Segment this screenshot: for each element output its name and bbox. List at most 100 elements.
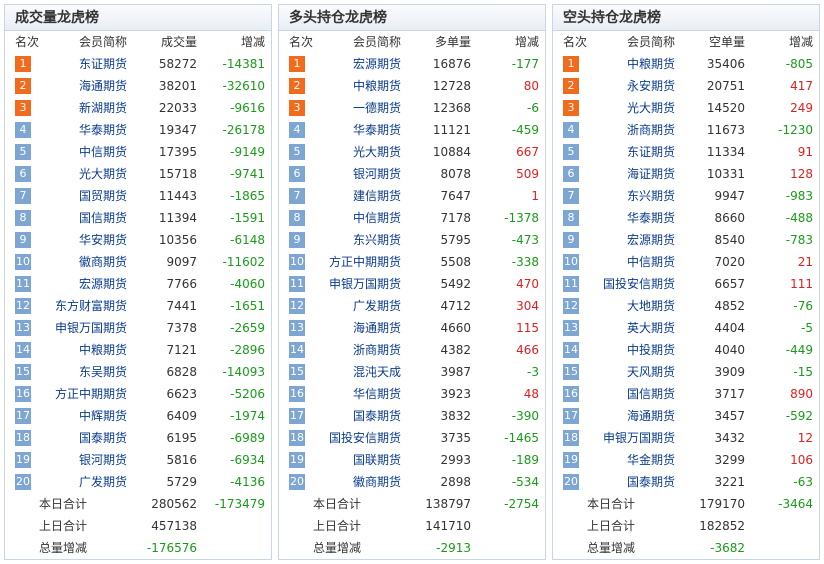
member-name-link[interactable]: 银河期货 <box>78 453 127 467</box>
member-name-link[interactable]: 宏源期货 <box>626 233 675 247</box>
change-value: -1591 <box>230 211 265 225</box>
member-name-link[interactable]: 光大期货 <box>352 145 401 159</box>
panel-volume-ranking: 成交量龙虎榜 名次 会员简称 成交量 增减 1 东证期货 58272 -14381 2 海通期货 38… <box>4 4 272 560</box>
member-name-link[interactable]: 海通期货 <box>78 79 127 93</box>
member-name-link[interactable]: 宏源期货 <box>78 277 127 291</box>
member-name-link[interactable]: 国泰期货 <box>78 431 127 445</box>
member-name-link[interactable]: 华安期货 <box>78 233 127 247</box>
table-row: 13 申银万国期货 7378 -2659 <box>5 317 271 339</box>
member-name-link[interactable]: 华泰期货 <box>352 123 401 137</box>
today-total-value: 179170 <box>699 497 745 511</box>
member-name-link[interactable]: 东兴期货 <box>626 189 675 203</box>
header-member: 会员简称 <box>626 35 675 49</box>
header-member: 会员简称 <box>78 35 127 49</box>
change-value: 115 <box>516 321 539 335</box>
member-name-link[interactable]: 宏源期货 <box>352 57 401 71</box>
volume-value: 2898 <box>440 475 471 489</box>
member-name-link[interactable]: 建信期货 <box>352 189 401 203</box>
member-name-link[interactable]: 华信期货 <box>352 387 401 401</box>
member-name-link[interactable]: 华泰期货 <box>626 211 675 225</box>
rank-badge: 10 <box>15 254 31 270</box>
member-name-link[interactable]: 英大期货 <box>626 321 675 335</box>
member-name-link[interactable]: 浙商期货 <box>352 343 401 357</box>
member-name-link[interactable]: 徽商期货 <box>352 475 401 489</box>
member-name-link[interactable]: 永安期货 <box>626 79 675 93</box>
table-row: 2 中粮期货 12728 80 <box>279 75 545 97</box>
change-value: -3 <box>527 365 539 379</box>
table-row: 20 国泰期货 3221 -63 <box>553 471 819 493</box>
member-name-link[interactable]: 中粮期货 <box>352 79 401 93</box>
member-name-link[interactable]: 海通期货 <box>626 409 675 423</box>
rank-badge: 1 <box>15 56 31 72</box>
rank-badge: 5 <box>289 144 305 160</box>
member-name-link[interactable]: 银河期货 <box>352 167 401 181</box>
member-name-link[interactable]: 申银万国期货 <box>54 321 127 335</box>
total-change-value: -176576 <box>146 541 197 555</box>
member-name-link[interactable]: 中辉期货 <box>78 409 127 423</box>
table-row: 9 宏源期货 8540 -783 <box>553 229 819 251</box>
table-row: 15 东吴期货 6828 -14093 <box>5 361 271 383</box>
change-value: -983 <box>785 189 813 203</box>
member-name-link[interactable]: 国泰期货 <box>352 409 401 423</box>
rank-badge: 2 <box>563 78 579 94</box>
table-row: 6 银河期货 8078 509 <box>279 163 545 185</box>
member-name-link[interactable]: 混沌天成 <box>352 365 401 379</box>
member-name-link[interactable]: 徽商期货 <box>78 255 127 269</box>
member-name-link[interactable]: 国信期货 <box>78 211 127 225</box>
member-name-link[interactable]: 天风期货 <box>626 365 675 379</box>
member-name-link[interactable]: 国泰期货 <box>626 475 675 489</box>
member-name-link[interactable]: 东吴期货 <box>78 365 127 379</box>
today-total-row: 本日合计 179170 -3464 <box>553 493 819 515</box>
table-row: 3 光大期货 14520 249 <box>553 97 819 119</box>
member-name-link[interactable]: 中粮期货 <box>626 57 675 71</box>
rank-badge: 8 <box>289 210 305 226</box>
change-value: -2659 <box>230 321 265 335</box>
member-name-link[interactable]: 广发期货 <box>78 475 127 489</box>
member-name-link[interactable]: 申银万国期货 <box>328 277 401 291</box>
yesterday-total-row: 上日合计 457138 <box>5 515 271 537</box>
table-row: 11 国投安信期货 6657 111 <box>553 273 819 295</box>
rank-badge: 15 <box>563 364 579 380</box>
member-name-link[interactable]: 新湖期货 <box>78 101 127 115</box>
member-name-link[interactable]: 方正中期期货 <box>328 255 401 269</box>
member-name-link[interactable]: 东兴期货 <box>352 233 401 247</box>
member-name-link[interactable]: 华金期货 <box>626 453 675 467</box>
volume-value: 3457 <box>714 409 745 423</box>
table-row: 1 中粮期货 35406 -805 <box>553 53 819 75</box>
member-name-link[interactable]: 东证期货 <box>626 145 675 159</box>
volume-value: 10356 <box>158 233 197 247</box>
member-name-link[interactable]: 国投安信期货 <box>602 277 675 291</box>
member-name-link[interactable]: 中信期货 <box>626 255 675 269</box>
table-row: 20 广发期货 5729 -4136 <box>5 471 271 493</box>
change-value: 667 <box>516 145 539 159</box>
member-name-link[interactable]: 国投安信期货 <box>328 431 401 445</box>
member-name-link[interactable]: 国联期货 <box>352 453 401 467</box>
rank-badge: 9 <box>563 232 579 248</box>
table-row: 8 国信期货 11394 -1591 <box>5 207 271 229</box>
member-name-link[interactable]: 中粮期货 <box>78 343 127 357</box>
panel-long-position-ranking: 多头持仓龙虎榜 名次 会员简称 多单量 增减 1 宏源期货 16876 -177 2 中粮期货 127… <box>278 4 546 560</box>
member-name-link[interactable]: 中投期货 <box>626 343 675 357</box>
member-name-link[interactable]: 光大期货 <box>78 167 127 181</box>
member-name-link[interactable]: 中信期货 <box>352 211 401 225</box>
change-value: -9616 <box>230 101 265 115</box>
member-name-link[interactable]: 一德期货 <box>352 101 401 115</box>
column-header-row: 名次 会员简称 成交量 增减 <box>5 31 271 53</box>
member-name-link[interactable]: 申银万国期货 <box>602 431 675 445</box>
member-name-link[interactable]: 大地期货 <box>626 299 675 313</box>
member-name-link[interactable]: 海证期货 <box>626 167 675 181</box>
change-value: -15 <box>793 365 813 379</box>
member-name-link[interactable]: 海通期货 <box>352 321 401 335</box>
member-name-link[interactable]: 东证期货 <box>78 57 127 71</box>
member-name-link[interactable]: 光大期货 <box>626 101 675 115</box>
change-value: -2896 <box>230 343 265 357</box>
member-name-link[interactable]: 东方财富期货 <box>54 299 127 313</box>
member-name-link[interactable]: 广发期货 <box>352 299 401 313</box>
member-name-link[interactable]: 方正中期期货 <box>54 387 127 401</box>
member-name-link[interactable]: 国信期货 <box>626 387 675 401</box>
member-name-link[interactable]: 国贸期货 <box>78 189 127 203</box>
member-name-link[interactable]: 浙商期货 <box>626 123 675 137</box>
member-name-link[interactable]: 华泰期货 <box>78 123 127 137</box>
member-name-link[interactable]: 中信期货 <box>78 145 127 159</box>
rank-badge: 17 <box>289 408 305 424</box>
